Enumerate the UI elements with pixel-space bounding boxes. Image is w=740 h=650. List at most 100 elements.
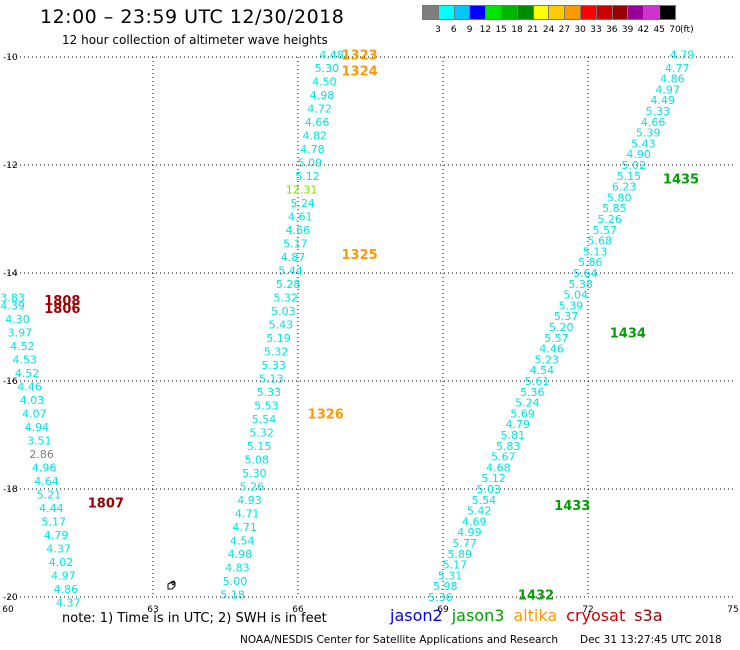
color-scale-unit: (ft) bbox=[680, 25, 694, 35]
swh-value: 4.96 bbox=[32, 461, 57, 474]
footer-timestamp: Dec 31 13:27:45 UTC 2018 bbox=[580, 634, 722, 646]
map-subtitle: 12 hour collection of altimeter wave hei… bbox=[62, 33, 328, 47]
pass-time-label: 1323 bbox=[342, 48, 378, 63]
swh-value: 4.83 bbox=[225, 561, 250, 574]
swh-value: 5.61 bbox=[525, 375, 550, 388]
swh-value: 4.07 bbox=[22, 407, 47, 420]
swh-value: 5.15 bbox=[617, 170, 642, 183]
swh-value: 5.17 bbox=[443, 559, 468, 572]
swh-value: 5.54 bbox=[472, 494, 497, 507]
color-scale-label: 39 bbox=[621, 25, 634, 35]
swh-value: 4.72 bbox=[307, 102, 332, 115]
lon-tick-label: 60 bbox=[2, 605, 14, 615]
swh-value: 5.33 bbox=[646, 105, 671, 118]
lat-tick-label: -18 bbox=[3, 485, 18, 495]
swh-value: 5.12 bbox=[481, 472, 506, 485]
swh-value: 5.13 bbox=[583, 245, 608, 258]
axis-tick-labels: 60 63 66 69 72 75 -10 -12 -14 -16 -18 -20 bbox=[2, 53, 738, 615]
swh-value: 4.50 bbox=[312, 75, 337, 88]
lat-tick-label: -10 bbox=[3, 53, 18, 63]
swh-value: 12.31 bbox=[286, 183, 318, 196]
swh-value: 5.03 bbox=[271, 305, 296, 318]
swh-value: 5.44 bbox=[278, 264, 303, 277]
pass-time-label: 1808 bbox=[44, 294, 80, 309]
lat-tick-label: -14 bbox=[3, 269, 18, 279]
swh-value: 4.44 bbox=[39, 502, 64, 515]
color-scale-label: 27 bbox=[558, 25, 571, 35]
satellite-legend-s3a: s3a bbox=[634, 606, 663, 625]
swh-value: 5.43 bbox=[269, 318, 294, 331]
swh-value: 5.77 bbox=[452, 537, 477, 550]
pass-time-label: 1433 bbox=[554, 499, 590, 514]
swh-value: 4.69 bbox=[462, 515, 487, 528]
swh-value: 5.83 bbox=[496, 440, 521, 453]
footer-note: note: 1) Time is in UTC; 2) SWH is in fe… bbox=[62, 611, 327, 626]
pass-time-label: 1435 bbox=[663, 173, 699, 188]
swh-value: 2.86 bbox=[29, 448, 54, 461]
wave-height-color-scale: 3 6 9 12 15 18 21 24 27 30 33 36 39 42 45 70 (ft) bbox=[422, 5, 694, 35]
color-scale-label: 30 bbox=[574, 25, 586, 35]
map-title: 12:00 – 23:59 UTC 12/30/2018 bbox=[40, 6, 345, 28]
swh-value: 5.57 bbox=[593, 224, 618, 237]
pass-time-label: 1326 bbox=[308, 407, 344, 422]
swh-value: 4.79 bbox=[670, 48, 695, 61]
swh-value: 4.46 bbox=[539, 343, 564, 356]
swh-value: 5.26 bbox=[240, 480, 265, 493]
swh-value: 5.24 bbox=[515, 397, 540, 410]
swh-value: 4.03 bbox=[20, 394, 45, 407]
swh-value: 4.52 bbox=[15, 367, 40, 380]
lon-tick-label: 66 bbox=[292, 605, 304, 615]
swh-value: 4.99 bbox=[457, 526, 482, 539]
swh-value: 3.97 bbox=[8, 326, 33, 339]
color-scale-label: 33 bbox=[590, 25, 602, 35]
swh-value: 4.64 bbox=[34, 475, 59, 488]
swh-value: 5.20 bbox=[549, 321, 574, 334]
swh-value: 5.36 bbox=[520, 386, 545, 399]
color-scale-label: 36 bbox=[606, 25, 618, 35]
pass-time-label: 1807 bbox=[88, 497, 124, 512]
swh-value: 4.97 bbox=[51, 569, 76, 582]
swh-value: 5.08 bbox=[245, 453, 270, 466]
swh-value: 4.87 bbox=[281, 251, 306, 264]
swh-value: 5.17 bbox=[42, 515, 67, 528]
swh-value: 4.79 bbox=[506, 418, 531, 431]
swh-value: 5.21 bbox=[37, 488, 62, 501]
island-outlines bbox=[167, 580, 176, 590]
swh-value: 5.26 bbox=[597, 213, 622, 226]
swh-value: 5.86 bbox=[578, 256, 603, 269]
satellite-legend-jason3: jason3 bbox=[451, 606, 505, 625]
color-scale-label: 6 bbox=[450, 25, 457, 35]
swh-value: 5.85 bbox=[602, 202, 627, 215]
color-scale-label: 18 bbox=[511, 25, 523, 35]
swh-value: 4.79 bbox=[44, 529, 69, 542]
swh-value: 4.37 bbox=[56, 596, 81, 609]
swh-value: 5.69 bbox=[510, 407, 535, 420]
satellite-tracks: 4.485.304.504.984.724.664.824.785.095.12… bbox=[0, 48, 694, 609]
swh-value: 4.68 bbox=[486, 461, 511, 474]
swh-value: 4.49 bbox=[651, 94, 676, 107]
swh-value: 5.36 bbox=[428, 591, 453, 604]
swh-value: 5.12 bbox=[295, 170, 320, 183]
lat-tick-label: -20 bbox=[3, 593, 18, 603]
track-jason3: 4.794.774.864.974.495.334.665.395.434.90… bbox=[428, 48, 694, 604]
color-scale-swatches bbox=[422, 5, 676, 20]
footer-credit: NOAA/NESDIS Center for Satellite Applica… bbox=[240, 634, 558, 646]
track-s3a: 3.834.394.303.974.524.534.524.464.034.07… bbox=[0, 291, 80, 609]
lat-lon-grid bbox=[8, 56, 733, 598]
swh-value: 5.64 bbox=[573, 267, 598, 280]
color-scale-label: 9 bbox=[466, 25, 473, 35]
swh-value: 5.18 bbox=[220, 588, 245, 601]
swh-value: 4.53 bbox=[13, 353, 38, 366]
swh-value: 4.71 bbox=[232, 521, 257, 534]
swh-value: 5.00 bbox=[223, 575, 248, 588]
swh-value: 5.03 bbox=[477, 483, 502, 496]
swh-value: 4.98 bbox=[228, 548, 253, 561]
swh-value: 5.04 bbox=[564, 289, 589, 302]
swh-value: 4.37 bbox=[46, 542, 71, 555]
swh-value: 5.09 bbox=[298, 156, 323, 169]
color-scale-label: 21 bbox=[527, 25, 539, 35]
lon-tick-label: 72 bbox=[582, 605, 593, 615]
swh-value: 5.02 bbox=[622, 159, 647, 172]
swh-value: 4.48 bbox=[319, 48, 344, 61]
